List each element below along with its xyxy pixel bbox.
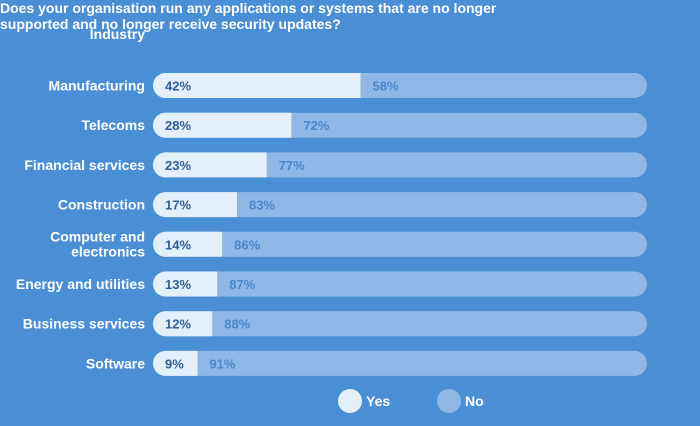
data-label-no-7: 91% bbox=[209, 356, 235, 371]
bar-yes-0 bbox=[153, 73, 361, 98]
bar-yes-2 bbox=[153, 152, 267, 178]
category-label-3: Construction bbox=[58, 197, 145, 213]
bar-no-7 bbox=[153, 350, 647, 376]
data-label-no-6: 88% bbox=[224, 317, 250, 332]
data-label-no-2: 77% bbox=[279, 158, 305, 173]
legend-swatch-no bbox=[437, 389, 461, 413]
category-label-1: Telecoms bbox=[81, 117, 145, 133]
bar-no-5 bbox=[153, 271, 647, 297]
data-label-yes-5: 13% bbox=[165, 277, 191, 292]
bar-yes-6 bbox=[153, 311, 213, 337]
category-label-4: Computer and electronics bbox=[50, 228, 145, 259]
data-label-yes-6: 12% bbox=[165, 317, 191, 332]
data-label-yes-4: 14% bbox=[165, 237, 191, 252]
bar-yes-1 bbox=[153, 112, 292, 138]
legend-label-no: No bbox=[465, 393, 484, 409]
category-axis-title: Industry bbox=[89, 26, 145, 42]
bar-no-2 bbox=[153, 152, 647, 178]
data-label-no-3: 83% bbox=[249, 198, 275, 213]
data-label-yes-1: 28% bbox=[165, 118, 191, 133]
bar-yes-7 bbox=[153, 350, 198, 376]
data-label-no-5: 87% bbox=[229, 277, 255, 292]
data-label-yes-7: 9% bbox=[165, 356, 184, 371]
bar-no-3 bbox=[153, 192, 647, 218]
bar-yes-5 bbox=[153, 271, 218, 297]
legend-item-yes: Yes bbox=[338, 388, 390, 414]
data-label-no-4: 86% bbox=[234, 237, 260, 252]
legend-item-no: No bbox=[437, 388, 484, 414]
category-label-7: Software bbox=[86, 355, 145, 371]
data-label-yes-0: 42% bbox=[165, 79, 191, 94]
bar-yes-3 bbox=[153, 192, 237, 218]
data-label-yes-2: 23% bbox=[165, 158, 191, 173]
category-label-0: Manufacturing bbox=[49, 78, 145, 94]
data-label-yes-3: 17% bbox=[165, 198, 191, 213]
category-label-2: Financial services bbox=[24, 157, 145, 173]
data-label-no-1: 72% bbox=[303, 118, 329, 133]
bar-no-4 bbox=[153, 231, 647, 257]
bar-yes-4 bbox=[153, 231, 223, 257]
category-label-5: Energy and utilities bbox=[16, 276, 145, 292]
data-label-no-0: 58% bbox=[372, 79, 398, 94]
chart-title: Does your organisation run any applicati… bbox=[0, 0, 497, 32]
legend-label-yes: Yes bbox=[366, 393, 391, 409]
category-label-6: Business services bbox=[23, 316, 145, 332]
bar-no-6 bbox=[153, 311, 647, 337]
legend-swatch-yes bbox=[338, 389, 362, 413]
